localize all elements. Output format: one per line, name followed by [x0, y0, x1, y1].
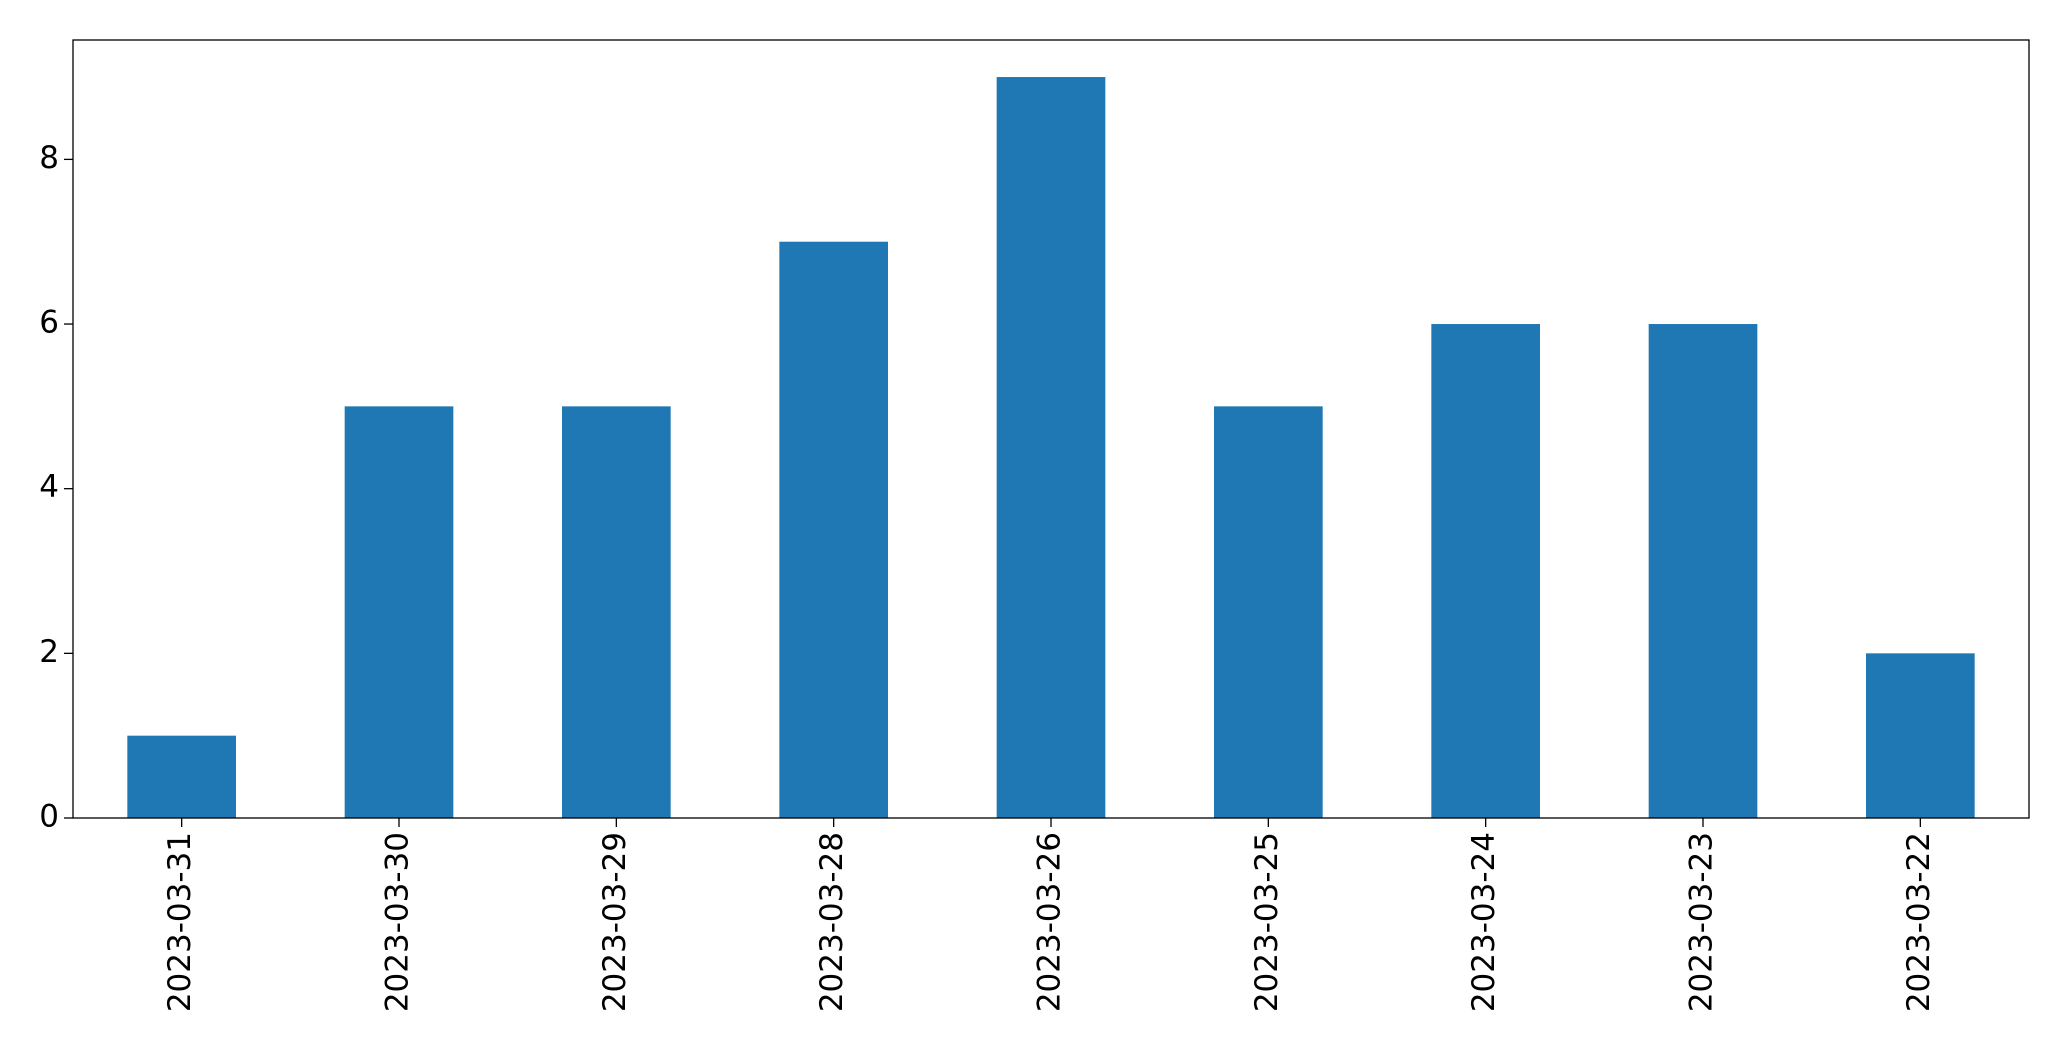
y-tick-label: 6: [39, 305, 59, 341]
x-tick-label: 2023-03-25: [1249, 832, 1285, 1012]
x-tick-label: 2023-03-28: [814, 832, 850, 1012]
x-tick-label: 2023-03-29: [597, 832, 633, 1012]
bar: [1648, 324, 1758, 818]
y-tick-label: 8: [39, 140, 59, 176]
bar: [1866, 653, 1975, 818]
bar: [344, 406, 454, 818]
bar: [1214, 406, 1323, 818]
y-tick-label: 0: [39, 799, 59, 835]
bar: [127, 735, 236, 818]
x-tick-label: 2023-03-23: [1684, 832, 1720, 1012]
bar: [779, 241, 888, 818]
bar: [562, 406, 671, 818]
bar: [996, 77, 1106, 819]
x-tick-label: 2023-03-26: [1032, 832, 1068, 1012]
x-tick-label: 2023-03-22: [1901, 832, 1937, 1012]
bar: [1431, 324, 1540, 818]
x-tick-label: 2023-03-31: [162, 832, 198, 1012]
x-tick-label: 2023-03-24: [1466, 832, 1502, 1012]
x-tick-label: 2023-03-30: [380, 832, 416, 1012]
y-tick-label: 4: [39, 469, 59, 505]
plot-frame: [72, 39, 2030, 819]
y-tick-label: 2: [39, 634, 59, 670]
